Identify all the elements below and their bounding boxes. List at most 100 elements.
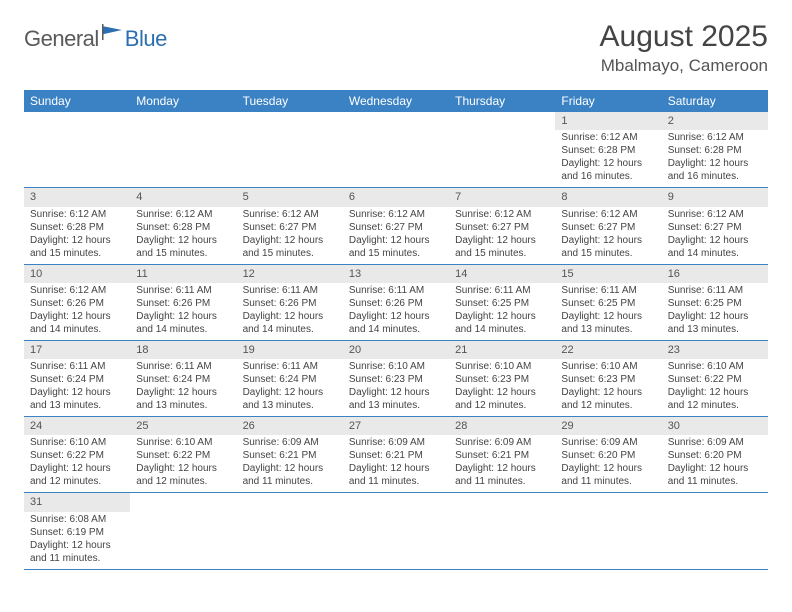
day-detail-cell: Sunrise: 6:08 AMSunset: 6:19 PMDaylight:… [24, 512, 130, 570]
calendar-daynum-row: 12 [24, 112, 768, 130]
day-number-cell [130, 112, 236, 130]
sunset-text: Sunset: 6:27 PM [455, 221, 549, 234]
day-detail-cell [449, 130, 555, 188]
day-number-cell: 20 [343, 340, 449, 359]
day-detail-cell [555, 512, 661, 570]
calendar-body: 12 Sunrise: 6:12 AMSunset: 6:28 PMDayligh… [24, 112, 768, 569]
day-detail-cell: Sunrise: 6:12 AMSunset: 6:27 PMDaylight:… [662, 207, 768, 265]
calendar-daynum-row: 24252627282930 [24, 417, 768, 436]
day-header: Sunday [24, 90, 130, 112]
day-detail-cell: Sunrise: 6:10 AMSunset: 6:22 PMDaylight:… [662, 359, 768, 417]
daylight-text: Daylight: 12 hours and 13 minutes. [561, 310, 655, 336]
day-number-cell: 5 [237, 188, 343, 207]
sunset-text: Sunset: 6:23 PM [349, 373, 443, 386]
sunrise-text: Sunrise: 6:12 AM [561, 131, 655, 144]
sunrise-text: Sunrise: 6:09 AM [243, 436, 337, 449]
day-number-cell: 14 [449, 264, 555, 283]
sunset-text: Sunset: 6:20 PM [561, 449, 655, 462]
day-detail-cell: Sunrise: 6:11 AMSunset: 6:25 PMDaylight:… [449, 283, 555, 341]
sunset-text: Sunset: 6:24 PM [243, 373, 337, 386]
day-detail-cell [343, 130, 449, 188]
daylight-text: Daylight: 12 hours and 15 minutes. [30, 234, 124, 260]
day-detail-cell: Sunrise: 6:11 AMSunset: 6:26 PMDaylight:… [130, 283, 236, 341]
day-number-cell: 10 [24, 264, 130, 283]
sunset-text: Sunset: 6:24 PM [30, 373, 124, 386]
day-number-cell: 25 [130, 417, 236, 436]
day-detail-cell: Sunrise: 6:09 AMSunset: 6:21 PMDaylight:… [237, 435, 343, 493]
day-detail-cell: Sunrise: 6:11 AMSunset: 6:26 PMDaylight:… [237, 283, 343, 341]
day-number-cell: 2 [662, 112, 768, 130]
day-header: Saturday [662, 90, 768, 112]
sunrise-text: Sunrise: 6:10 AM [136, 436, 230, 449]
sunset-text: Sunset: 6:24 PM [136, 373, 230, 386]
daylight-text: Daylight: 12 hours and 15 minutes. [243, 234, 337, 260]
flag-icon [102, 24, 124, 45]
calendar-daynum-row: 3456789 [24, 188, 768, 207]
sunset-text: Sunset: 6:26 PM [243, 297, 337, 310]
sunrise-text: Sunrise: 6:12 AM [136, 208, 230, 221]
day-number-cell [449, 493, 555, 512]
daylight-text: Daylight: 12 hours and 16 minutes. [561, 157, 655, 183]
month-title: August 2025 [600, 20, 768, 54]
daylight-text: Daylight: 12 hours and 11 minutes. [30, 539, 124, 565]
daylight-text: Daylight: 12 hours and 15 minutes. [561, 234, 655, 260]
sunset-text: Sunset: 6:22 PM [136, 449, 230, 462]
daylight-text: Daylight: 12 hours and 13 minutes. [243, 386, 337, 412]
day-number-cell: 22 [555, 340, 661, 359]
day-number-cell [237, 112, 343, 130]
day-number-cell: 21 [449, 340, 555, 359]
daylight-text: Daylight: 12 hours and 14 minutes. [668, 234, 762, 260]
calendar-detail-row: Sunrise: 6:12 AMSunset: 6:28 PMDaylight:… [24, 207, 768, 265]
day-number-cell [662, 493, 768, 512]
sunrise-text: Sunrise: 6:10 AM [455, 360, 549, 373]
day-detail-cell: Sunrise: 6:09 AMSunset: 6:21 PMDaylight:… [343, 435, 449, 493]
sunset-text: Sunset: 6:26 PM [136, 297, 230, 310]
sunset-text: Sunset: 6:27 PM [668, 221, 762, 234]
logo-text-general: General [24, 26, 99, 52]
sunrise-text: Sunrise: 6:10 AM [561, 360, 655, 373]
daylight-text: Daylight: 12 hours and 14 minutes. [136, 310, 230, 336]
daylight-text: Daylight: 12 hours and 13 minutes. [349, 386, 443, 412]
sunset-text: Sunset: 6:20 PM [668, 449, 762, 462]
day-detail-cell: Sunrise: 6:10 AMSunset: 6:23 PMDaylight:… [343, 359, 449, 417]
day-detail-cell: Sunrise: 6:12 AMSunset: 6:28 PMDaylight:… [24, 207, 130, 265]
day-detail-cell: Sunrise: 6:11 AMSunset: 6:25 PMDaylight:… [555, 283, 661, 341]
daylight-text: Daylight: 12 hours and 13 minutes. [668, 310, 762, 336]
calendar-daynum-row: 10111213141516 [24, 264, 768, 283]
sunrise-text: Sunrise: 6:12 AM [30, 208, 124, 221]
sunset-text: Sunset: 6:25 PM [561, 297, 655, 310]
sunset-text: Sunset: 6:22 PM [30, 449, 124, 462]
sunrise-text: Sunrise: 6:12 AM [30, 284, 124, 297]
daylight-text: Daylight: 12 hours and 11 minutes. [561, 462, 655, 488]
day-detail-cell: Sunrise: 6:09 AMSunset: 6:21 PMDaylight:… [449, 435, 555, 493]
title-block: August 2025 Mbalmayo, Cameroon [600, 20, 768, 76]
calendar-page: General Blue August 2025 Mbalmayo, Camer… [0, 0, 792, 590]
day-detail-cell: Sunrise: 6:11 AMSunset: 6:25 PMDaylight:… [662, 283, 768, 341]
sunrise-text: Sunrise: 6:11 AM [349, 284, 443, 297]
daylight-text: Daylight: 12 hours and 12 minutes. [561, 386, 655, 412]
day-number-cell: 3 [24, 188, 130, 207]
day-number-cell: 28 [449, 417, 555, 436]
day-detail-cell: Sunrise: 6:12 AMSunset: 6:26 PMDaylight:… [24, 283, 130, 341]
logo: General Blue [24, 20, 167, 53]
day-number-cell: 12 [237, 264, 343, 283]
sunset-text: Sunset: 6:22 PM [668, 373, 762, 386]
day-number-cell: 24 [24, 417, 130, 436]
sunset-text: Sunset: 6:27 PM [561, 221, 655, 234]
sunset-text: Sunset: 6:27 PM [349, 221, 443, 234]
sunrise-text: Sunrise: 6:11 AM [136, 284, 230, 297]
day-number-cell [343, 493, 449, 512]
daylight-text: Daylight: 12 hours and 13 minutes. [136, 386, 230, 412]
daylight-text: Daylight: 12 hours and 14 minutes. [349, 310, 443, 336]
day-number-cell: 19 [237, 340, 343, 359]
day-detail-cell: Sunrise: 6:10 AMSunset: 6:23 PMDaylight:… [449, 359, 555, 417]
day-number-cell: 1 [555, 112, 661, 130]
day-detail-cell: Sunrise: 6:10 AMSunset: 6:23 PMDaylight:… [555, 359, 661, 417]
day-number-cell [555, 493, 661, 512]
day-number-cell [449, 112, 555, 130]
daylight-text: Daylight: 12 hours and 11 minutes. [349, 462, 443, 488]
day-number-cell: 9 [662, 188, 768, 207]
day-number-cell: 17 [24, 340, 130, 359]
day-detail-cell: Sunrise: 6:09 AMSunset: 6:20 PMDaylight:… [662, 435, 768, 493]
page-header: General Blue August 2025 Mbalmayo, Camer… [24, 20, 768, 76]
